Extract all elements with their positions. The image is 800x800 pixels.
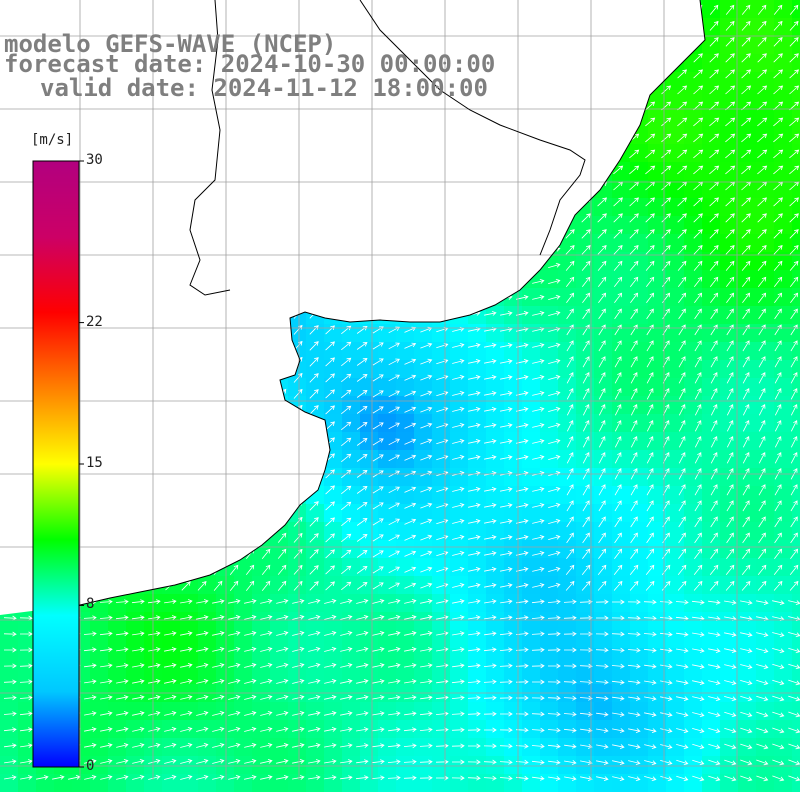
lat-lon-grid <box>0 0 800 780</box>
colorbar <box>32 160 84 768</box>
colorbar-tick-label: 15 <box>86 455 103 471</box>
colorbar-tick-label: 8 <box>86 596 95 613</box>
colorbar-gradient <box>32 160 80 768</box>
forecast-date: forecast date: 2024-10-30 00:00:00 <box>4 50 496 78</box>
colorbar-ticks <box>79 160 84 768</box>
colorbar-tick-label: 0 <box>86 758 95 774</box>
land-mass <box>0 0 705 615</box>
colorbar-tick-label: 30 <box>86 152 103 168</box>
river-plate-border <box>189 0 586 296</box>
colorbar-tick-label: 22 <box>86 313 103 330</box>
valid-date: valid date: 2024-11-12 18:00:00 <box>40 74 488 102</box>
coastline <box>39 0 706 611</box>
colorbar-units: [m/s] <box>31 132 74 148</box>
model-title: modelo GEFS-WAVE (NCEP) <box>4 30 337 58</box>
